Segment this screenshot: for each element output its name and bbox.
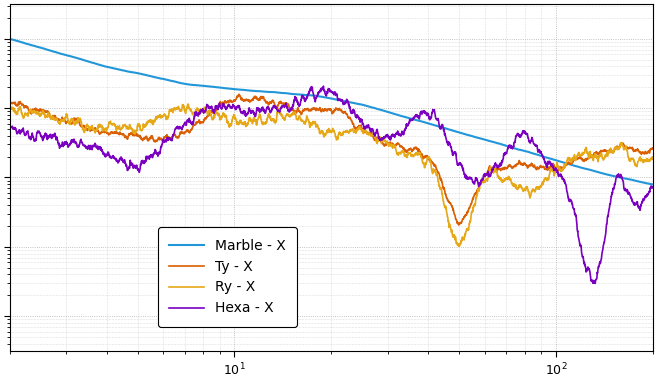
Ry - X: [252, 123, 260, 128]
Hexa - X: [649, 185, 657, 189]
Marble - X: [649, 182, 657, 187]
Legend: Marble - X, Ty - X, Ry - X, Hexa - X: Marble - X, Ty - X, Ry - X, Hexa - X: [158, 228, 297, 327]
Ty - X: [637, 151, 645, 155]
Line: Hexa - X: Hexa - X: [10, 86, 653, 283]
Ty - X: [252, 96, 260, 100]
Ry - X: [568, 160, 576, 165]
Hexa - X: [591, 281, 599, 286]
Line: Ry - X: Ry - X: [10, 104, 653, 246]
Marble - X: [6, 37, 14, 41]
Hexa - X: [252, 110, 260, 114]
Ty - X: [79, 124, 87, 129]
Ty - X: [455, 223, 463, 227]
Hexa - X: [567, 198, 575, 203]
Ty - X: [568, 161, 576, 166]
Marble - X: [648, 182, 656, 187]
Ty - X: [235, 92, 243, 97]
Ty - X: [649, 146, 657, 151]
Ry - X: [455, 244, 463, 249]
Line: Ty - X: Ty - X: [10, 94, 653, 225]
Marble - X: [281, 91, 288, 96]
Marble - X: [118, 68, 125, 72]
Hexa - X: [637, 203, 645, 207]
Hexa - X: [319, 84, 327, 89]
Line: Marble - X: Marble - X: [10, 39, 653, 185]
Ry - X: [6, 107, 14, 112]
Ty - X: [281, 102, 288, 107]
Marble - X: [636, 180, 644, 184]
Marble - X: [567, 162, 575, 167]
Ry - X: [79, 128, 87, 132]
Ry - X: [281, 117, 288, 122]
Hexa - X: [6, 127, 14, 132]
Hexa - X: [118, 157, 125, 161]
Ty - X: [6, 99, 14, 104]
Marble - X: [79, 58, 87, 62]
Ty - X: [118, 131, 125, 136]
Hexa - X: [281, 104, 288, 108]
Ry - X: [184, 102, 192, 106]
Hexa - X: [79, 143, 87, 147]
Marble - X: [252, 89, 260, 93]
Ry - X: [649, 157, 657, 162]
Ry - X: [637, 158, 645, 162]
Ry - X: [118, 126, 125, 131]
